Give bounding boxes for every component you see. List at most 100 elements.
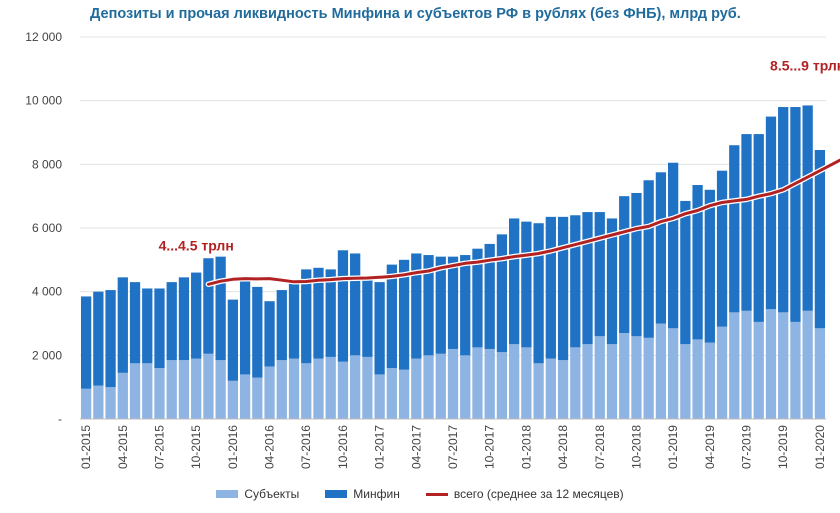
annotations: 4...4.5 трлн 8.5...9 трлн bbox=[159, 57, 840, 253]
bar-subjects bbox=[239, 374, 251, 419]
bar-minfin bbox=[594, 212, 605, 337]
bar-minfin bbox=[790, 107, 801, 322]
bar-minfin bbox=[301, 269, 312, 364]
bar-subjects bbox=[667, 328, 679, 419]
bar-minfin bbox=[203, 258, 214, 354]
bar-minfin bbox=[704, 189, 715, 343]
bar-subjects bbox=[313, 358, 324, 419]
bar-subjects bbox=[545, 358, 556, 419]
x-tick-label: 10-2015 bbox=[189, 425, 203, 469]
bar-minfin bbox=[325, 269, 336, 357]
bar-subjects bbox=[655, 323, 667, 419]
legend-item-total-average: всего (среднее за 12 месяцев) bbox=[425, 487, 624, 501]
bar-subjects bbox=[350, 355, 361, 419]
bar-minfin bbox=[129, 282, 141, 364]
bar-subjects bbox=[533, 363, 544, 419]
bar-minfin bbox=[276, 290, 287, 361]
bar-minfin bbox=[509, 218, 520, 345]
bar-minfin bbox=[423, 255, 434, 356]
x-tick-label: 01-2020 bbox=[813, 425, 827, 469]
bar-subjects bbox=[93, 385, 104, 419]
bar-minfin bbox=[741, 134, 752, 311]
bar-subjects bbox=[142, 363, 153, 419]
bar-subjects bbox=[594, 336, 605, 419]
legend-swatch-subjects bbox=[216, 490, 239, 498]
bar-minfin bbox=[166, 282, 177, 361]
bar-minfin bbox=[729, 145, 740, 313]
x-tick-label: 07-2018 bbox=[593, 425, 607, 469]
bar-subjects bbox=[80, 388, 92, 419]
bar-subjects bbox=[704, 342, 715, 419]
x-tick-label: 04-2016 bbox=[263, 425, 277, 469]
bars bbox=[80, 105, 826, 419]
bar-minfin bbox=[557, 216, 569, 361]
bar-subjects bbox=[790, 321, 801, 419]
bar-minfin bbox=[350, 253, 361, 356]
bar-subjects bbox=[154, 368, 165, 419]
y-axis-ticks: - 2 000 4 000 6 000 8 000 10 000 12 000 bbox=[25, 30, 62, 426]
bar-subjects bbox=[778, 312, 789, 419]
bar-subjects bbox=[570, 347, 581, 419]
bar-minfin bbox=[496, 234, 508, 353]
x-tick-label: 01-2016 bbox=[226, 425, 240, 469]
legend: Субъекты Минфин всего (среднее за 12 мес… bbox=[0, 487, 840, 501]
bar-minfin bbox=[692, 185, 703, 340]
bar-subjects bbox=[435, 353, 446, 419]
x-tick-label: 07-2016 bbox=[299, 425, 313, 469]
bar-subjects bbox=[276, 360, 287, 419]
bar-subjects bbox=[191, 358, 202, 419]
bar-minfin bbox=[655, 172, 667, 324]
bar-subjects bbox=[398, 369, 410, 419]
average-line-series bbox=[206, 158, 840, 286]
bar-subjects bbox=[802, 310, 813, 419]
bar-subjects bbox=[741, 310, 752, 419]
x-tick-label: 01-2017 bbox=[373, 425, 387, 469]
bar-subjects bbox=[692, 339, 703, 419]
x-tick-label: 01-2015 bbox=[79, 425, 93, 469]
x-tick-label: 07-2019 bbox=[740, 425, 754, 469]
bar-subjects bbox=[337, 361, 349, 419]
bar-subjects bbox=[631, 336, 642, 419]
bar-minfin bbox=[93, 291, 104, 386]
bar-minfin bbox=[778, 107, 789, 313]
bar-minfin bbox=[117, 277, 128, 373]
bar-subjects bbox=[619, 333, 630, 419]
bar-subjects bbox=[203, 353, 214, 419]
bar-minfin bbox=[178, 277, 190, 361]
bar-minfin bbox=[667, 162, 679, 329]
bar-minfin bbox=[765, 116, 777, 310]
bar-minfin bbox=[753, 134, 764, 322]
bar-minfin bbox=[570, 215, 581, 348]
bar-minfin bbox=[313, 267, 324, 359]
bar-minfin bbox=[154, 288, 165, 369]
legend-item-subjects: Субъекты bbox=[216, 487, 299, 501]
bar-minfin bbox=[802, 105, 813, 311]
legend-swatch-minfin bbox=[325, 490, 348, 498]
bar-subjects bbox=[606, 344, 618, 419]
bar-subjects bbox=[814, 328, 826, 419]
bar-minfin bbox=[252, 286, 263, 378]
bar-minfin bbox=[215, 256, 226, 361]
bar-minfin bbox=[631, 192, 642, 337]
bar-subjects bbox=[215, 360, 226, 419]
bar-subjects bbox=[166, 360, 177, 419]
legend-swatch-total-average bbox=[425, 492, 448, 496]
bar-minfin bbox=[472, 248, 483, 348]
bar-subjects bbox=[178, 360, 190, 419]
bar-subjects bbox=[496, 352, 508, 419]
bar-subjects bbox=[411, 358, 422, 419]
bar-minfin bbox=[814, 150, 826, 329]
x-tick-label: 04-2018 bbox=[556, 425, 570, 469]
x-axis-ticks: 01-2015 04-2015 07-2015 10-2015 01-2016 04-20… bbox=[79, 425, 827, 469]
legend-label-minfin: Минфин bbox=[353, 487, 400, 501]
y-tick-label: 6 000 bbox=[32, 221, 62, 235]
bar-minfin bbox=[680, 200, 691, 345]
bar-minfin bbox=[619, 196, 630, 334]
x-tick-label: 07-2017 bbox=[446, 425, 460, 469]
bar-subjects bbox=[765, 309, 777, 419]
bar-minfin bbox=[484, 243, 495, 349]
bar-subjects bbox=[521, 347, 532, 419]
bar-subjects bbox=[753, 321, 764, 419]
bar-minfin bbox=[643, 180, 654, 338]
